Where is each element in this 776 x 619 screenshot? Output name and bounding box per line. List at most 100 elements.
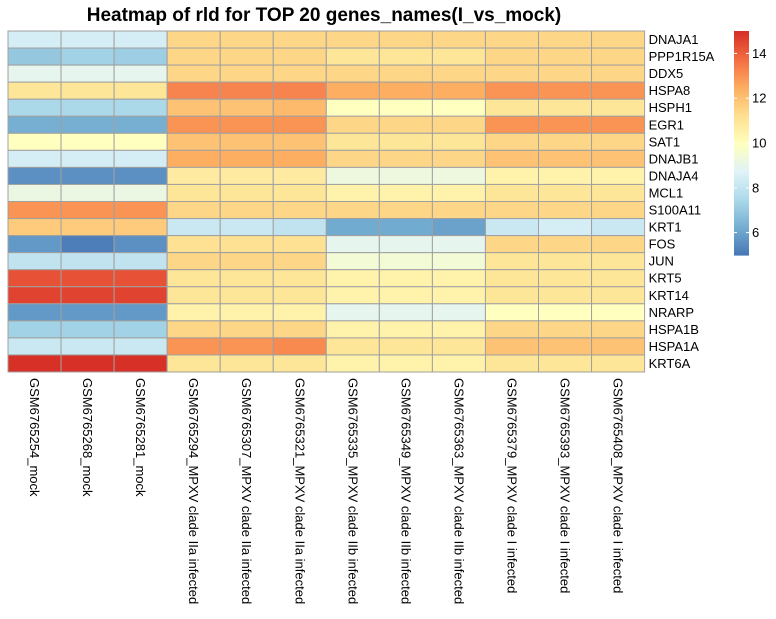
heatmap-cell [431, 115, 486, 134]
heatmap-cell [484, 337, 540, 356]
heatmap-cell [378, 235, 433, 254]
heatmap-cell [60, 115, 115, 134]
heatmap-cell [219, 320, 274, 339]
heatmap-cell [60, 30, 115, 49]
heatmap-cell [272, 286, 327, 305]
legend-gradient-segment [734, 77, 749, 81]
legend-gradient-segment [734, 210, 749, 213]
row-label: KRT6A [649, 356, 691, 371]
heatmap-cell [378, 201, 433, 220]
heatmap-cell [591, 303, 646, 322]
heatmap-cell [325, 218, 380, 237]
heatmap-cell [219, 64, 274, 83]
legend-gradient-segment [734, 236, 749, 239]
row-label: HSPA8 [649, 83, 691, 98]
legend-gradient-segment [734, 144, 749, 148]
heatmap-cell [166, 252, 221, 271]
heatmap-cell [484, 286, 540, 305]
heatmap-cell [325, 132, 380, 151]
legend-gradient-segment [734, 135, 749, 138]
legend-gradient-segment [734, 53, 749, 56]
heatmap-cell [7, 47, 62, 66]
legend-gradient-segment [734, 49, 749, 53]
legend-gradient-segment [734, 129, 749, 133]
legend-gradient-segment [734, 45, 749, 49]
column-label: GSM6765349_MPXV clade IIb infected [398, 378, 413, 604]
column-labels: GSM6765254_mock GSM6765268_mock GSM6765281… [27, 378, 626, 604]
heatmap-cell [378, 218, 433, 237]
heatmap-cell [484, 218, 540, 237]
legend-gradient-segment [734, 55, 749, 58]
heatmap-cell [538, 47, 593, 66]
heatmap-cell [538, 81, 593, 100]
heatmap-cell [591, 354, 646, 373]
legend-gradient-segment [734, 227, 749, 230]
heatmap-cell [272, 354, 327, 373]
legend-gradient-segment [734, 182, 749, 185]
heatmap-cell [272, 47, 327, 66]
heatmap-cell [538, 183, 593, 202]
legend-gradient-segment [734, 189, 749, 193]
heatmap-cell [325, 235, 380, 254]
legend-gradient-segment [734, 156, 749, 159]
heatmap-cell [272, 235, 327, 254]
legend-gradient-segment [734, 169, 749, 172]
heatmap-cell [272, 269, 327, 288]
heatmap-cell [272, 64, 327, 83]
heatmap-cell [272, 252, 327, 271]
heatmap-cell [60, 354, 115, 373]
legend-gradient-segment [734, 206, 749, 209]
heatmap-cell [7, 115, 62, 134]
legend-gradient-segment [734, 143, 749, 146]
legend-gradient-segment [734, 68, 749, 71]
legend-gradient-segment [734, 111, 749, 114]
legend-gradient-segment [734, 225, 749, 228]
legend-gradient-segment [734, 212, 749, 215]
column-label: GSM6765294_MPXV clade IIa infected [186, 378, 201, 604]
heatmap-cell [591, 269, 646, 288]
heatmap-cell [60, 132, 115, 151]
heatmap-cell [166, 81, 221, 100]
heatmap-cell [219, 166, 274, 185]
heatmap-cell [538, 166, 593, 185]
heatmap-cell [325, 30, 380, 49]
heatmap-cell [113, 166, 168, 185]
heatmap-cell [538, 30, 593, 49]
legend-gradient-segment [734, 213, 749, 217]
heatmap-cell [484, 320, 540, 339]
legend-gradient-segment [734, 118, 749, 122]
legend-gradient-segment [734, 81, 749, 84]
legend-gradient-segment [734, 72, 749, 75]
heatmap-cell [591, 337, 646, 356]
legend-gradient-segment [734, 59, 749, 62]
heatmap-cell [378, 98, 433, 117]
row-label: EGR1 [649, 117, 684, 132]
heatmap-cell [538, 354, 593, 373]
heatmap-cell [484, 149, 540, 168]
legend-gradient-segment [734, 234, 749, 237]
heatmap-cell [538, 235, 593, 254]
heatmap-cell [538, 115, 593, 134]
heatmap-cell [166, 320, 221, 339]
legend-gradient-segment [734, 204, 749, 208]
legend-gradient-segment [734, 199, 749, 202]
column-label: GSM6765393_MPXV clade I infected [558, 378, 573, 593]
heatmap-cell [166, 201, 221, 220]
heatmap-cell [272, 115, 327, 134]
legend-gradient-segment [734, 178, 749, 181]
legend-gradient-segment [734, 36, 749, 40]
heatmap-cell [484, 47, 540, 66]
legend-gradient-segment [734, 70, 749, 73]
heatmap-cell [431, 64, 486, 83]
heatmap-cell [378, 149, 433, 168]
legend-gradient-segment [734, 79, 749, 82]
heatmap-cell [431, 252, 486, 271]
heatmap-cell [60, 201, 115, 220]
legend-gradient-segment [734, 195, 749, 198]
heatmap-cell [272, 201, 327, 220]
row-label: HSPA1B [649, 322, 699, 337]
heatmap-cell [113, 354, 168, 373]
column-label: GSM6765268_mock [80, 378, 95, 497]
heatmap-cell [431, 132, 486, 151]
heatmap-cell [113, 149, 168, 168]
